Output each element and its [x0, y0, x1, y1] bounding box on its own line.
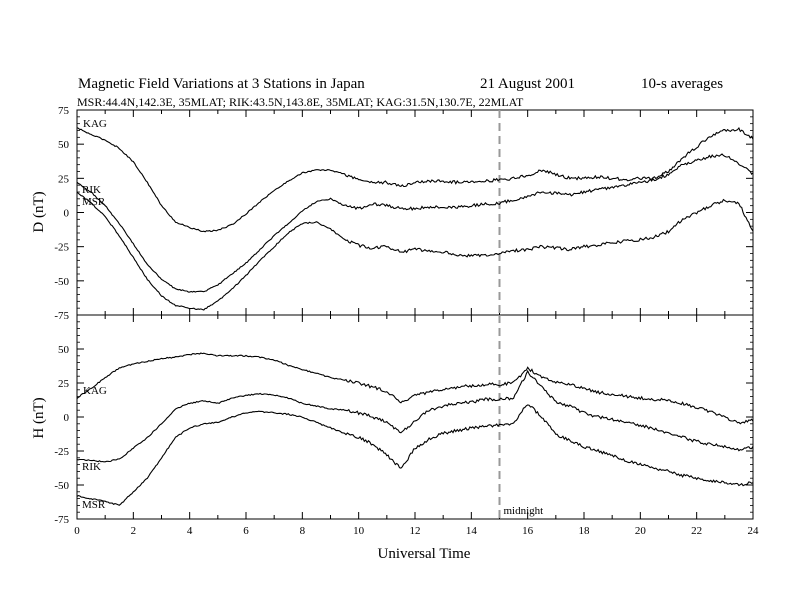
d-y-tick-label: -50: [54, 276, 69, 288]
x-tick-label: 24: [748, 525, 760, 537]
d-y-tick-label: 25: [58, 173, 70, 185]
h-axis-label: H (nT): [31, 397, 47, 438]
x-tick-label: 18: [579, 525, 591, 537]
d-series-rik-line: [76, 153, 754, 293]
h-y-tick-label: -50: [54, 480, 69, 492]
h-y-tick-label: 25: [58, 378, 70, 390]
x-tick-label: 8: [300, 525, 306, 537]
x-tick-label: 10: [353, 525, 365, 537]
h-y-tick-label: -75: [54, 514, 69, 526]
d-y-tick-label: 50: [58, 139, 70, 151]
x-tick-label: 6: [243, 525, 249, 537]
d-y-tick-label: 75: [58, 105, 70, 117]
d-plot-frame: [76, 109, 754, 316]
x-tick-label: 14: [466, 525, 478, 537]
h-y-tick-label: 0: [64, 412, 70, 424]
d-y-tick-label: 0: [64, 208, 70, 220]
d-series-label-kag: KAG: [83, 118, 107, 130]
d-series-msr-line: [76, 191, 754, 311]
chart-date: 21 August 2001: [480, 76, 575, 92]
chart-subtitle: MSR:44.4N,142.3E, 35MLAT; RIK:43.5N,143.…: [77, 95, 524, 109]
x-tick-label: 16: [522, 525, 534, 537]
x-tick-label: 22: [691, 525, 702, 537]
h-series-label-rik: RIK: [82, 461, 101, 473]
x-tick-label: 20: [635, 525, 647, 537]
h-series-kag-line: [76, 352, 754, 425]
chart-averaging: 10-s averages: [641, 76, 723, 92]
d-axis-label: D (nT): [31, 191, 47, 232]
midnight-annotation: midnight: [504, 505, 544, 517]
x-axis-label: Universal Time: [378, 546, 471, 562]
h-series-rik-line: [76, 369, 754, 463]
d-series-kag-line: [76, 126, 754, 233]
d-y-tick-label: -25: [54, 242, 69, 254]
chart-title: Magnetic Field Variations at 3 Stations …: [78, 76, 365, 92]
h-series-label-kag: KAG: [83, 385, 107, 397]
h-series-msr-line: [76, 404, 754, 506]
h-series-label-msr: MSR: [82, 499, 106, 511]
d-y-tick-label: -75: [54, 310, 69, 322]
x-tick-label: 12: [410, 525, 421, 537]
x-tick-label: 4: [187, 525, 193, 537]
x-tick-label: 0: [74, 525, 80, 537]
d-series-label-rik: RIK: [82, 184, 101, 196]
x-tick-label: 2: [131, 525, 137, 537]
h-y-tick-label: -25: [54, 446, 69, 458]
d-series-label-msr: MSR: [82, 196, 106, 208]
h-plot-frame: [76, 314, 754, 520]
h-y-tick-label: 50: [58, 344, 70, 356]
